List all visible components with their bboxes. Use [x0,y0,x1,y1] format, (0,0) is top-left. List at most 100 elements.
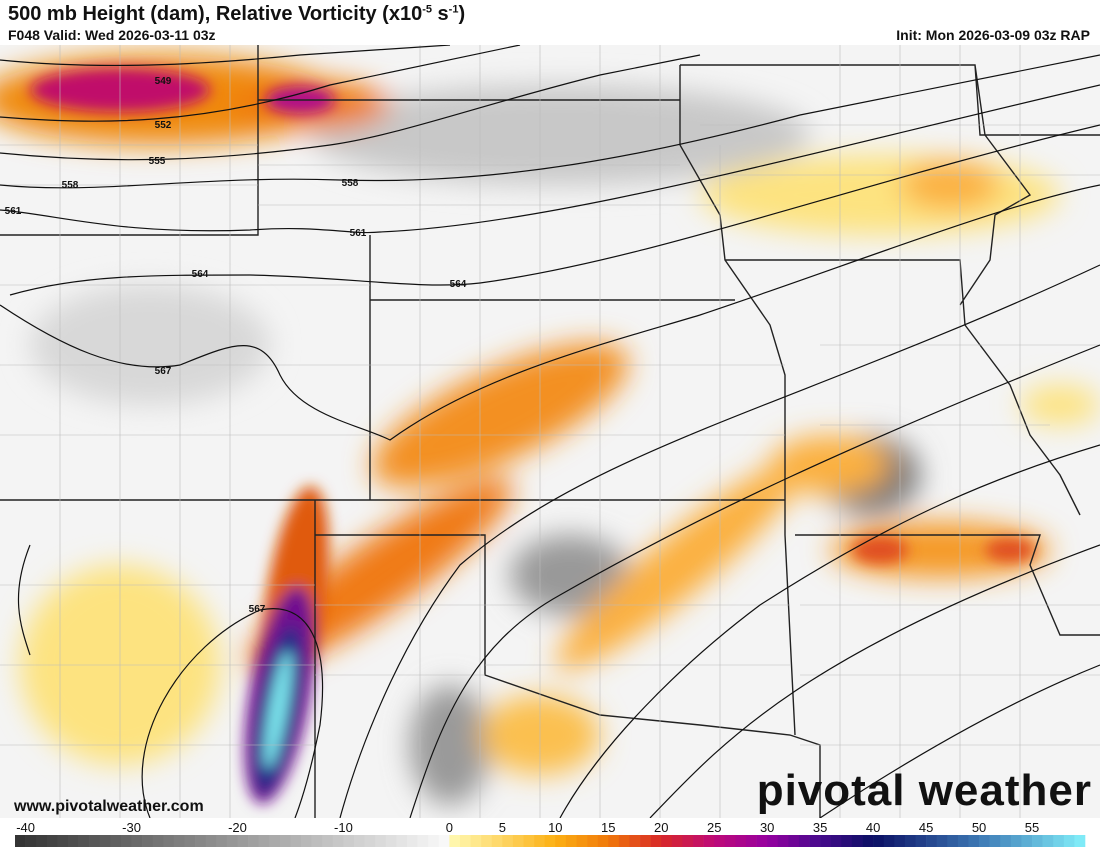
colorbar-swatch [618,835,630,847]
colorbar-swatch [671,835,683,847]
colorbar-swatch [301,835,312,847]
colorbar-swatch [629,835,641,847]
colorbar-swatch [173,835,185,847]
contour-label: 558 [342,178,359,189]
colorbar-swatch [862,835,874,847]
contour-label: 555 [149,156,166,167]
colorbar-swatch [926,835,937,847]
colorbar-swatch [491,835,503,847]
colorbar-swatch [332,835,344,847]
contour-label: 567 [249,604,266,615]
colorbar-tick-label: 20 [654,820,669,835]
website-url: www.pivotalweather.com [14,798,204,815]
colorbar-swatch [1053,835,1065,847]
colorbar-swatch [343,835,355,847]
colorbar-swatch [534,835,546,847]
colorbar-tick-label: 50 [971,820,987,835]
colorbar-swatch [724,835,736,847]
colorbar-tick-label: 45 [918,820,934,835]
colorbar-swatch [957,835,969,847]
colorbar-swatch [78,835,90,847]
colorbar-swatch [555,835,567,847]
colorbar-swatch [36,835,48,847]
colorbar-swatch [851,835,863,847]
colorbar-swatch [756,835,768,847]
colorbar-swatch [1010,835,1022,847]
colorbar-swatch [322,835,334,847]
colorbar-swatch [1032,835,1043,847]
contour-label: 549 [155,76,172,87]
colorbar-swatch [364,835,376,847]
colorbar-swatch [110,835,122,847]
colorbar-swatch [290,835,302,847]
colorbar-tick-label: 40 [865,820,881,835]
colorbar-swatch [587,835,598,847]
valid-time: F048 Valid: Wed 2026-03-11 03z [8,27,216,43]
colorbar-swatch [67,835,79,847]
colorbar-swatch [767,835,779,847]
colorbar-swatch [1042,835,1054,847]
colorbar: -40 -30 -20 -10 0 5 10 15 20 25 30 35 40 45 50 55 [0,818,1100,850]
colorbar-swatch [544,835,556,847]
colorbar-swatch [512,835,524,847]
colorbar-swatch [25,835,37,847]
colorbar-tick-label: 0 [445,820,453,835]
colorbar-swatch [1063,835,1075,847]
colorbar-swatch [576,835,588,847]
colorbar-tick-label: -40 [16,820,35,835]
colorbar-swatch [894,835,906,847]
colorbar-swatch [216,835,228,847]
colorbar-swatch [809,835,821,847]
colorbar-swatch [745,835,757,847]
colorbar-tick-label: 10 [548,820,563,835]
colorbar-swatch [354,835,365,847]
colorbar-tick-label: -20 [228,820,247,835]
colorbar-swatch [904,835,916,847]
colorbar-swatch [375,835,387,847]
colorbar-swatch [258,835,270,847]
colorbar-swatch [1000,835,1012,847]
colorbar-swatch [735,835,747,847]
colorbar-swatch [703,835,715,847]
colorbar-swatch [820,835,832,847]
colorbar-swatch [205,835,217,847]
colorbar-swatch [523,835,535,847]
colorbar-swatch [99,835,111,847]
colorbar-swatch [449,835,461,847]
colorbar-swatch [714,835,726,847]
height-contours [0,45,1100,818]
colorbar-swatch [502,835,514,847]
colorbar-swatch [841,835,853,847]
colorbar-tick-label: 15 [601,820,616,835]
contour-label: 561 [350,228,367,239]
colorbar-swatch [15,835,26,847]
colorbar-swatch [470,835,482,847]
colorbar-swatch [661,835,673,847]
colorbar-swatch [693,835,704,847]
colorbar-swatch [640,835,651,847]
colorbar-swatch [438,835,450,847]
county-borders [0,45,1100,818]
colorbar-swatch [142,835,154,847]
pivotal-weather-logo: pivotal weather [756,766,1092,815]
colorbar-tick-label: 35 [812,820,828,835]
colorbar-swatch [184,835,196,847]
colorbar-swatch [788,835,800,847]
colorbar-swatch [406,835,418,847]
colorbar-tick-label: 5 [498,820,506,835]
state-borders [0,45,1100,818]
colorbar-swatch [989,835,1001,847]
colorbar-swatch [608,835,620,847]
colorbar-swatch [979,835,990,847]
colorbar-tick-label: 30 [759,820,775,835]
colorbar-tick-label: 25 [706,820,722,835]
colorbar-swatch [131,835,143,847]
contour-label: 564 [192,269,209,280]
init-time: Init: Mon 2026-03-09 03z RAP [896,27,1090,43]
colorbar-swatch [682,835,694,847]
colorbar-swatch [947,835,959,847]
contour-label: 567 [155,366,172,377]
colorbar-swatch [226,835,238,847]
contour-label: 558 [62,180,79,191]
colorbar-swatch [417,835,429,847]
